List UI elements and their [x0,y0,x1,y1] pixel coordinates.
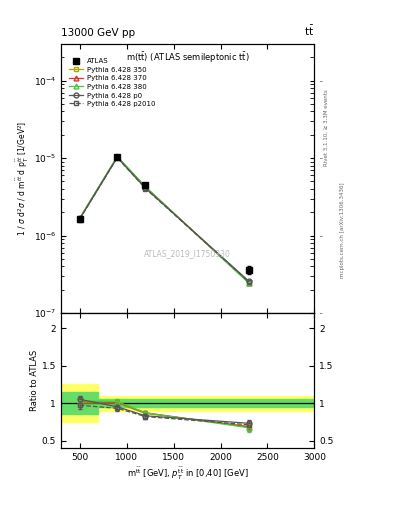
Y-axis label: 1 / $\sigma$ d$^2\sigma$ / d m$^{\bar{t}\bar{t}}$ d p$_T^{\bar{t}\bar{t}}$ [1/Ge: 1 / $\sigma$ d$^2\sigma$ / d m$^{\bar{t}… [15,121,31,236]
X-axis label: m$^{\bar{\mathrm{t}}\bar{\mathrm{t}}}$ [GeV], $p_T^{\bar{\mathrm{t}}\bar{\mathrm: m$^{\bar{\mathrm{t}}\bar{\mathrm{t}}}$ [… [127,466,248,482]
Text: mcplots.cern.ch [arXiv:1306.3436]: mcplots.cern.ch [arXiv:1306.3436] [340,183,345,278]
Text: t$\bar{\mathrm{t}}$: t$\bar{\mathrm{t}}$ [304,24,314,38]
Text: ATLAS_2019_I1750330: ATLAS_2019_I1750330 [144,249,231,259]
Text: m(t$\bar{\mathrm{t}}$) (ATLAS semileptonic t$\bar{\mathrm{t}}$): m(t$\bar{\mathrm{t}}$) (ATLAS semilepton… [126,50,250,65]
Legend: ATLAS, Pythia 6.428 350, Pythia 6.428 370, Pythia 6.428 380, Pythia 6.428 p0, Py: ATLAS, Pythia 6.428 350, Pythia 6.428 37… [70,58,155,107]
Text: Rivet 3.1.10, ≥ 3.3M events: Rivet 3.1.10, ≥ 3.3M events [324,90,329,166]
Text: 13000 GeV pp: 13000 GeV pp [61,28,135,38]
Y-axis label: Ratio to ATLAS: Ratio to ATLAS [30,350,39,411]
